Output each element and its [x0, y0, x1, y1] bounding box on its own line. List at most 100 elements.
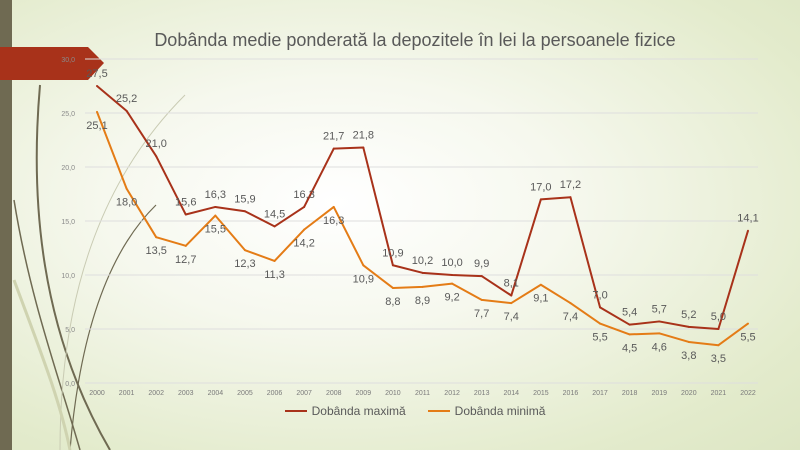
- data-point: [303, 205, 306, 208]
- data-label: 21,8: [353, 130, 374, 142]
- data-point: [717, 344, 720, 347]
- x-tick-label: 2006: [267, 390, 283, 397]
- chart-title: Dobânda medie ponderată la depozitele în…: [154, 30, 676, 50]
- legend-label-min: Dobânda minimă: [454, 404, 546, 418]
- x-tick-label: 2002: [148, 390, 164, 397]
- x-tick-label: 2005: [237, 390, 253, 397]
- data-point: [569, 302, 572, 305]
- y-tick-label: 30,0: [61, 57, 75, 64]
- x-tick-label: 2007: [296, 390, 312, 397]
- data-point: [451, 274, 454, 276]
- data-label: 4,5: [622, 342, 637, 354]
- data-label: 21,7: [323, 131, 344, 143]
- legend-swatch-max: [284, 410, 307, 412]
- data-label: 27,5: [86, 68, 107, 80]
- legend: Dobânda maximă Dobânda minimă: [0, 404, 800, 418]
- data-label: 10,2: [412, 255, 433, 267]
- y-tick-label: 10,0: [61, 273, 75, 280]
- data-label: 14,1: [737, 213, 758, 225]
- x-tick-label: 2013: [474, 390, 490, 397]
- data-point: [273, 225, 276, 228]
- data-label: 8,1: [504, 278, 519, 290]
- data-label: 5,4: [622, 307, 637, 319]
- data-label: 7,0: [592, 289, 607, 301]
- data-point: [391, 286, 394, 289]
- data-label: 10,9: [382, 247, 403, 259]
- left-bar: [0, 0, 12, 450]
- data-label: 5,7: [652, 303, 667, 315]
- data-point: [214, 205, 217, 208]
- decorative-curve: [35, 84, 111, 450]
- data-label: 11,3: [264, 269, 285, 281]
- data-label: 5,0: [711, 311, 726, 323]
- data-point: [747, 322, 749, 325]
- data-label: 15,6: [175, 197, 196, 209]
- data-point: [599, 322, 602, 325]
- data-point: [155, 155, 158, 158]
- data-point: [451, 282, 454, 285]
- data-point: [569, 196, 572, 199]
- x-tick-label: 2018: [622, 390, 638, 397]
- data-point: [155, 236, 158, 239]
- x-tick-label: 2022: [740, 390, 756, 397]
- data-point: [717, 328, 720, 330]
- data-label: 16,3: [323, 215, 344, 227]
- data-point: [303, 228, 306, 231]
- data-point: [125, 109, 128, 112]
- x-tick-label: 2010: [385, 390, 401, 397]
- data-label: 25,1: [86, 120, 107, 132]
- data-label: 16,3: [293, 189, 314, 201]
- x-tick-label: 2015: [533, 390, 549, 397]
- data-point: [421, 285, 424, 288]
- data-point: [96, 110, 98, 113]
- data-label: 7,7: [474, 308, 489, 320]
- data-point: [362, 146, 365, 149]
- data-label: 21,0: [145, 138, 166, 150]
- data-point: [332, 205, 335, 208]
- title-banner-arrow: [0, 47, 104, 80]
- data-point: [658, 332, 661, 335]
- data-point: [539, 283, 542, 286]
- data-label: 9,2: [444, 292, 459, 304]
- y-tick-label: 5,0: [65, 327, 75, 334]
- data-label: 7,4: [563, 311, 578, 323]
- data-label: 12,3: [234, 258, 255, 270]
- data-label: 18,0: [116, 197, 137, 209]
- data-label: 8,9: [415, 295, 430, 307]
- data-label: 25,2: [116, 93, 137, 105]
- decorative-curve: [69, 204, 157, 450]
- series-line-min: [96, 111, 749, 347]
- data-label: 9,9: [474, 258, 489, 270]
- x-tick-label: 2019: [651, 390, 667, 397]
- data-label: 5,5: [592, 332, 607, 344]
- data-label: 3,5: [711, 353, 726, 365]
- y-tick-label: 20,0: [61, 165, 75, 172]
- legend-item-min: Dobânda minimă: [427, 404, 546, 418]
- data-point: [125, 187, 128, 190]
- x-tick-label: 2011: [415, 390, 430, 397]
- legend-item-max: Dobânda maximă: [284, 404, 406, 418]
- x-tick-label: 2004: [208, 390, 224, 397]
- y-tick-label: 0,0: [65, 381, 75, 388]
- y-tick-label: 15,0: [61, 219, 75, 226]
- data-label: 12,7: [175, 254, 196, 266]
- x-tick-label: 2008: [326, 390, 342, 397]
- data-label: 5,5: [740, 332, 755, 344]
- data-label: 7,4: [504, 311, 519, 323]
- x-tick-label: 2014: [503, 390, 519, 397]
- data-label: 16,3: [205, 189, 226, 201]
- data-label: 8,8: [385, 296, 400, 308]
- data-point: [421, 271, 424, 274]
- data-point: [214, 214, 217, 217]
- data-label: 14,2: [293, 238, 314, 250]
- data-point: [599, 306, 602, 309]
- x-tick-label: 2012: [444, 390, 460, 397]
- data-point: [273, 259, 276, 262]
- data-point: [243, 249, 246, 252]
- data-point: [510, 302, 513, 305]
- data-point: [628, 333, 631, 336]
- x-tick-label: 2017: [592, 390, 608, 397]
- data-point: [687, 340, 690, 343]
